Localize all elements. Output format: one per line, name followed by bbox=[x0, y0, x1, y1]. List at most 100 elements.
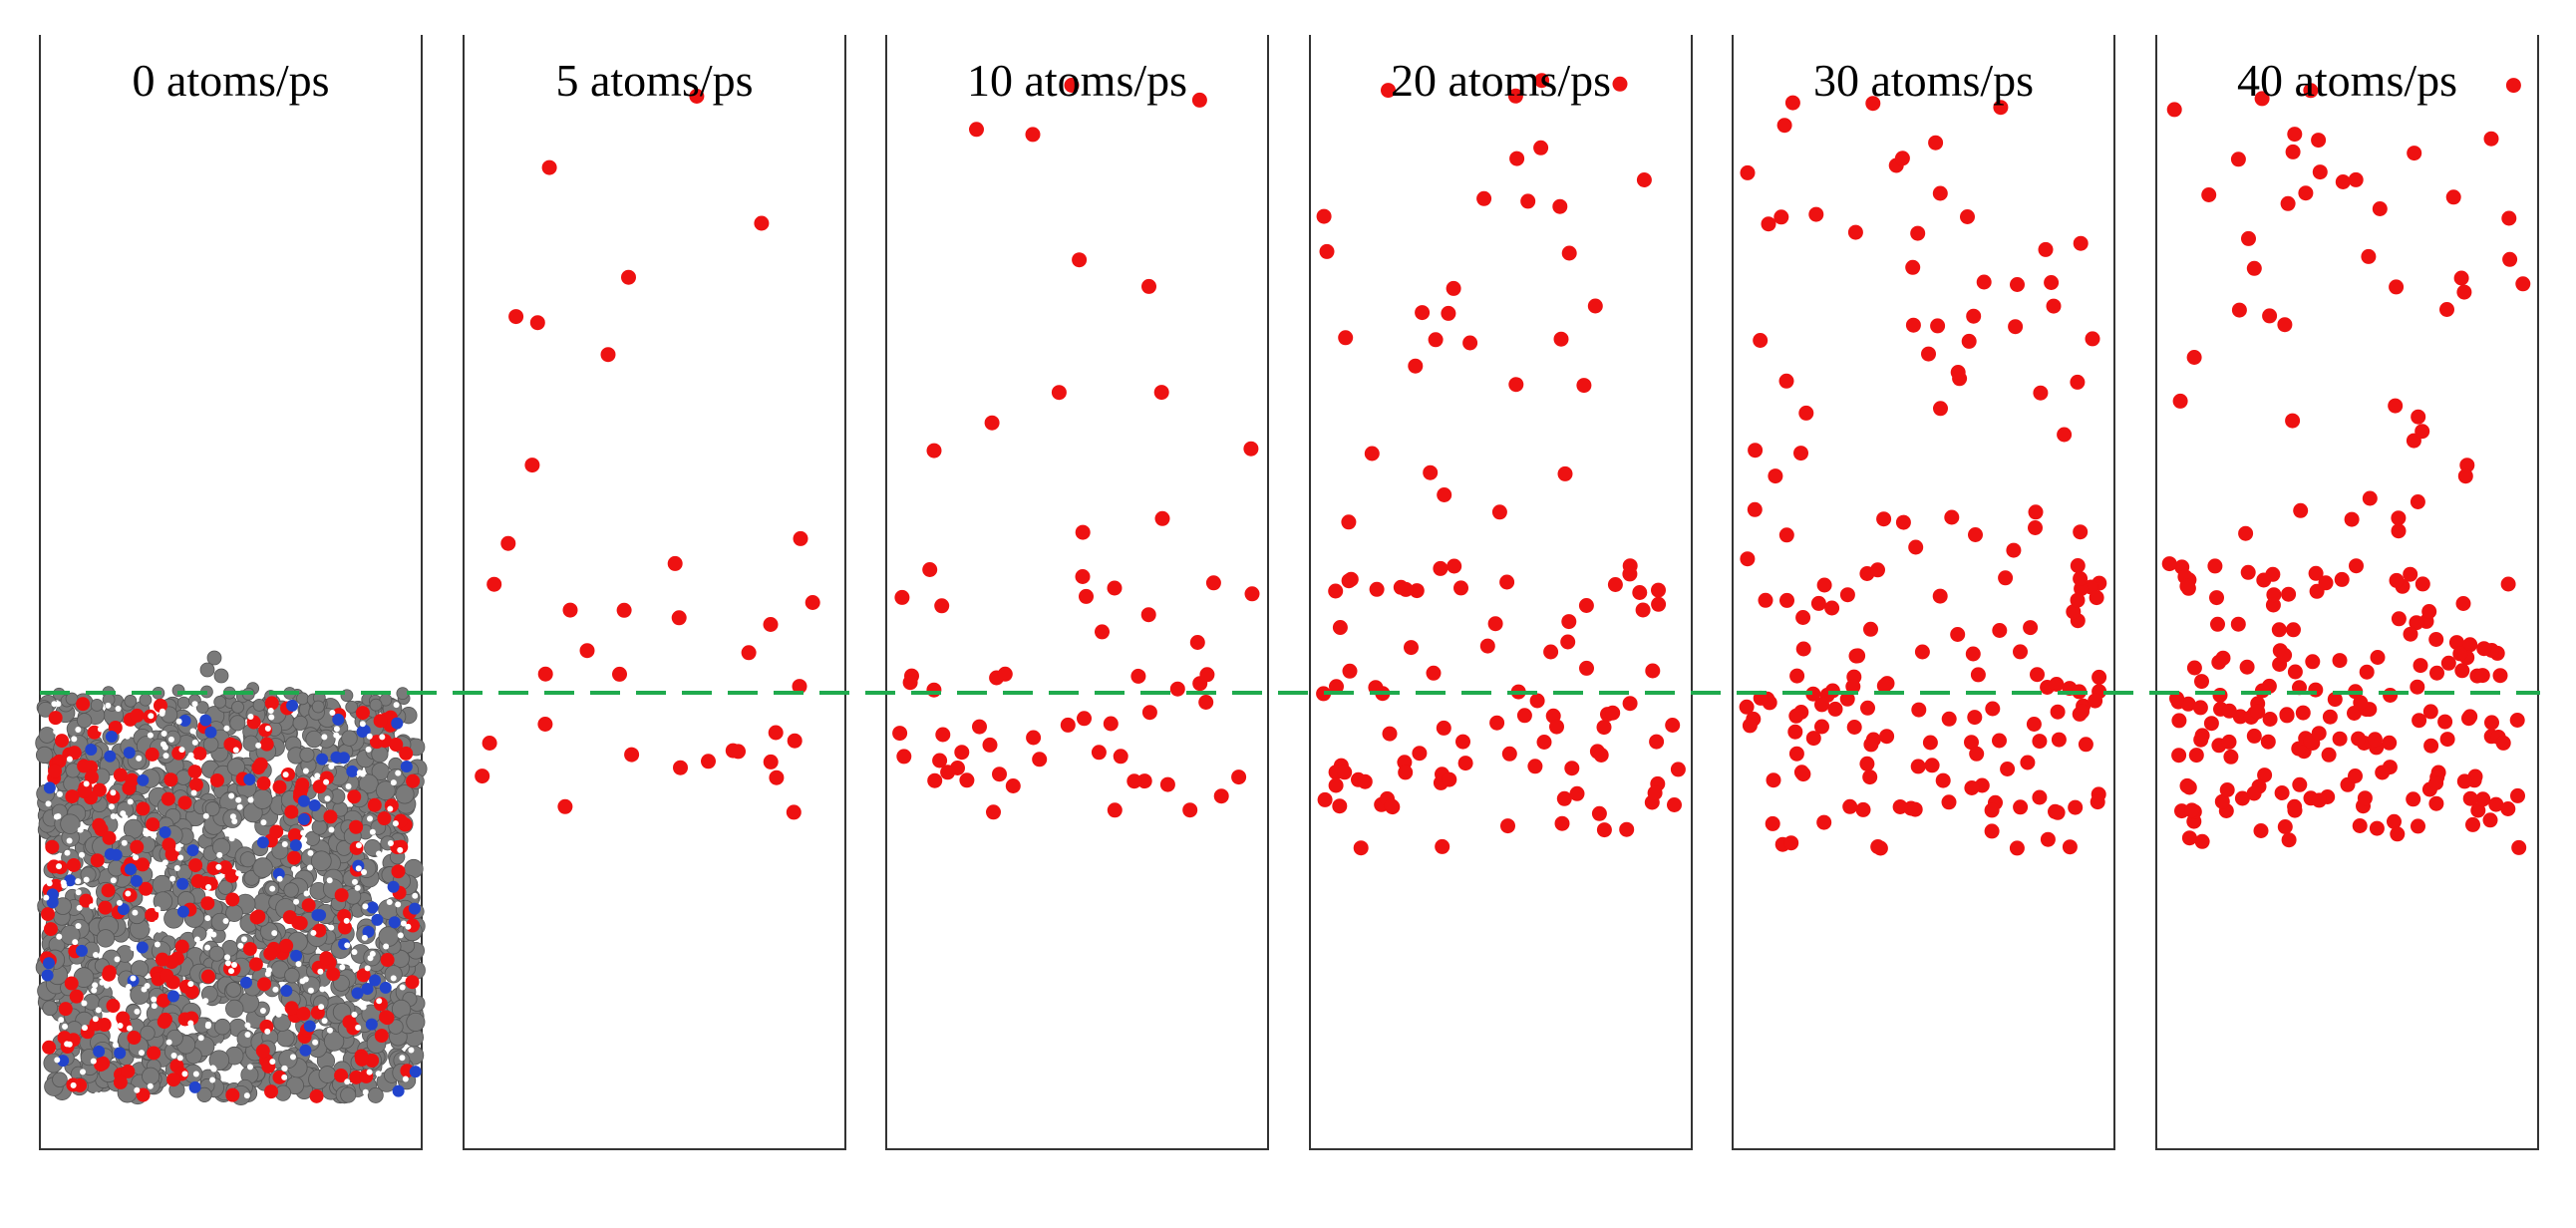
atom bbox=[2413, 658, 2428, 674]
atom bbox=[2092, 669, 2107, 685]
atom bbox=[2281, 832, 2297, 848]
atom bbox=[2372, 201, 2388, 216]
atom bbox=[1941, 794, 1957, 810]
atom bbox=[1964, 735, 1979, 751]
atom bbox=[2230, 616, 2246, 632]
atom bbox=[2318, 575, 2334, 591]
atom bbox=[1491, 504, 1507, 520]
atom bbox=[1489, 715, 1505, 731]
atom bbox=[1169, 681, 1185, 697]
atom bbox=[1798, 405, 1814, 421]
atom bbox=[2184, 802, 2200, 818]
atom bbox=[2073, 571, 2089, 586]
atom bbox=[2192, 700, 2208, 716]
atom bbox=[1199, 667, 1215, 683]
atom bbox=[2223, 749, 2239, 765]
atom bbox=[741, 645, 757, 661]
atom bbox=[1064, 78, 1080, 93]
atom bbox=[787, 733, 803, 749]
atom bbox=[1619, 821, 1635, 837]
atom bbox=[1398, 581, 1414, 597]
atom bbox=[2186, 660, 2202, 676]
atom bbox=[2266, 587, 2282, 603]
atom bbox=[1543, 644, 1559, 660]
atom bbox=[1079, 588, 1094, 604]
atom bbox=[1554, 815, 1570, 831]
atom bbox=[2287, 664, 2303, 680]
atom bbox=[1778, 373, 1794, 389]
atom bbox=[1560, 634, 1576, 650]
atom bbox=[1556, 790, 1572, 806]
atom bbox=[1552, 198, 1568, 214]
atom bbox=[2457, 468, 2473, 484]
atom bbox=[2462, 709, 2478, 725]
atom bbox=[2383, 688, 2399, 703]
atom bbox=[1607, 577, 1623, 592]
atom bbox=[1527, 759, 1543, 774]
atom bbox=[1428, 332, 1444, 348]
atom bbox=[2009, 840, 2025, 856]
atom bbox=[1341, 573, 1357, 589]
atom bbox=[1337, 765, 1353, 780]
atom bbox=[2179, 777, 2195, 793]
red-atoms-20 bbox=[1316, 73, 1686, 856]
atom bbox=[2194, 674, 2209, 690]
atom bbox=[1127, 773, 1142, 789]
atom bbox=[1740, 164, 1756, 180]
atom bbox=[2285, 144, 2301, 159]
panel-title: 20 atoms/ps bbox=[1391, 55, 1611, 106]
atom bbox=[1501, 746, 1517, 762]
atom bbox=[1244, 586, 1260, 602]
atom bbox=[2308, 682, 2324, 698]
atom bbox=[1876, 511, 1892, 527]
atom bbox=[1842, 798, 1858, 814]
atom bbox=[2501, 210, 2517, 226]
atom bbox=[2085, 331, 2100, 347]
atom bbox=[1667, 797, 1682, 812]
atom bbox=[1576, 378, 1592, 394]
atom bbox=[482, 736, 497, 751]
atom bbox=[624, 747, 640, 763]
atom bbox=[2214, 793, 2230, 809]
atom bbox=[1651, 596, 1667, 612]
atom bbox=[2348, 768, 2363, 783]
atom bbox=[1154, 510, 1170, 526]
atom bbox=[2440, 655, 2456, 671]
atom bbox=[2188, 748, 2204, 764]
atom bbox=[2428, 795, 2444, 811]
atom bbox=[701, 754, 716, 769]
atom bbox=[793, 530, 808, 546]
atom bbox=[1985, 701, 2001, 717]
atom bbox=[2212, 688, 2228, 703]
atom bbox=[2186, 350, 2202, 365]
atom bbox=[2462, 790, 2478, 806]
atom bbox=[1993, 100, 2009, 116]
atom bbox=[1075, 569, 1091, 584]
atom bbox=[541, 159, 557, 175]
atom bbox=[1332, 620, 1348, 635]
atom bbox=[1961, 333, 1977, 349]
atom bbox=[2171, 713, 2187, 729]
atom bbox=[1860, 700, 1875, 716]
atom bbox=[2075, 704, 2090, 720]
atom bbox=[1935, 772, 1951, 788]
atom bbox=[926, 443, 942, 459]
atom bbox=[2500, 801, 2516, 816]
atom bbox=[1415, 305, 1431, 321]
panels-layer: 0 atoms/ps 5 atoms/ps 10 atoms/ps 20 atoms/… bbox=[35, 35, 2539, 1150]
atom bbox=[1107, 802, 1123, 818]
panel-title: 10 atoms/ps bbox=[967, 55, 1187, 106]
atom bbox=[2389, 279, 2405, 295]
atom bbox=[1742, 718, 1758, 734]
atom bbox=[1508, 377, 1524, 393]
atom bbox=[1739, 699, 1755, 715]
atom bbox=[1095, 624, 1110, 640]
atom bbox=[2287, 127, 2303, 143]
atom bbox=[902, 675, 918, 691]
atom bbox=[2465, 816, 2480, 832]
atom bbox=[2391, 523, 2407, 539]
atom bbox=[2322, 709, 2338, 725]
atom bbox=[2370, 650, 2386, 665]
atom bbox=[2391, 611, 2407, 627]
atom bbox=[2439, 732, 2455, 748]
